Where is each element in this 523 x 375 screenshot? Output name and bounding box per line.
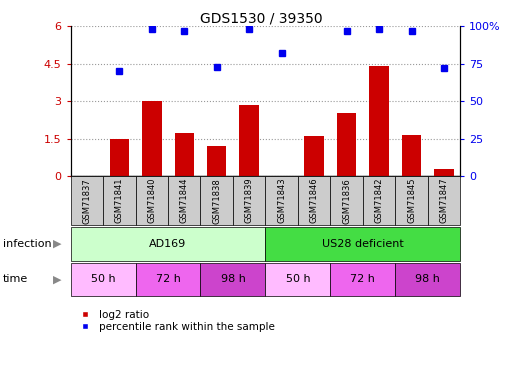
Text: GSM71845: GSM71845 bbox=[407, 178, 416, 224]
Text: GSM71839: GSM71839 bbox=[245, 178, 254, 224]
Text: GSM71844: GSM71844 bbox=[180, 178, 189, 224]
Text: GSM71841: GSM71841 bbox=[115, 178, 124, 224]
Text: US28 deficient: US28 deficient bbox=[322, 239, 404, 249]
Bar bbox=[304, 136, 324, 176]
Text: 98 h: 98 h bbox=[221, 274, 245, 284]
Bar bbox=[110, 139, 129, 176]
Text: GSM71838: GSM71838 bbox=[212, 178, 221, 224]
Text: 72 h: 72 h bbox=[350, 274, 376, 284]
Text: GSM71847: GSM71847 bbox=[439, 178, 449, 224]
Text: 72 h: 72 h bbox=[155, 274, 180, 284]
Bar bbox=[207, 146, 226, 176]
Text: ▶: ▶ bbox=[53, 239, 62, 249]
Text: GSM71842: GSM71842 bbox=[374, 178, 383, 224]
Text: 98 h: 98 h bbox=[415, 274, 440, 284]
Bar bbox=[369, 66, 389, 176]
Bar bbox=[434, 169, 454, 176]
Text: AD169: AD169 bbox=[150, 239, 187, 249]
Text: GSM71836: GSM71836 bbox=[342, 178, 351, 224]
Text: GSM71843: GSM71843 bbox=[277, 178, 286, 224]
Legend: log2 ratio, percentile rank within the sample: log2 ratio, percentile rank within the s… bbox=[71, 306, 279, 336]
Bar bbox=[240, 105, 259, 176]
Text: infection: infection bbox=[3, 239, 51, 249]
Text: GSM71840: GSM71840 bbox=[147, 178, 156, 224]
Text: GDS1530 / 39350: GDS1530 / 39350 bbox=[200, 11, 323, 25]
Bar bbox=[175, 132, 194, 176]
Bar bbox=[337, 112, 356, 176]
Text: time: time bbox=[3, 274, 28, 284]
Text: 50 h: 50 h bbox=[91, 274, 116, 284]
Text: GSM71846: GSM71846 bbox=[310, 178, 319, 224]
Bar bbox=[402, 135, 421, 176]
Text: ▶: ▶ bbox=[53, 274, 62, 284]
Bar bbox=[142, 101, 162, 176]
Text: 50 h: 50 h bbox=[286, 274, 310, 284]
Text: GSM71837: GSM71837 bbox=[82, 178, 92, 224]
